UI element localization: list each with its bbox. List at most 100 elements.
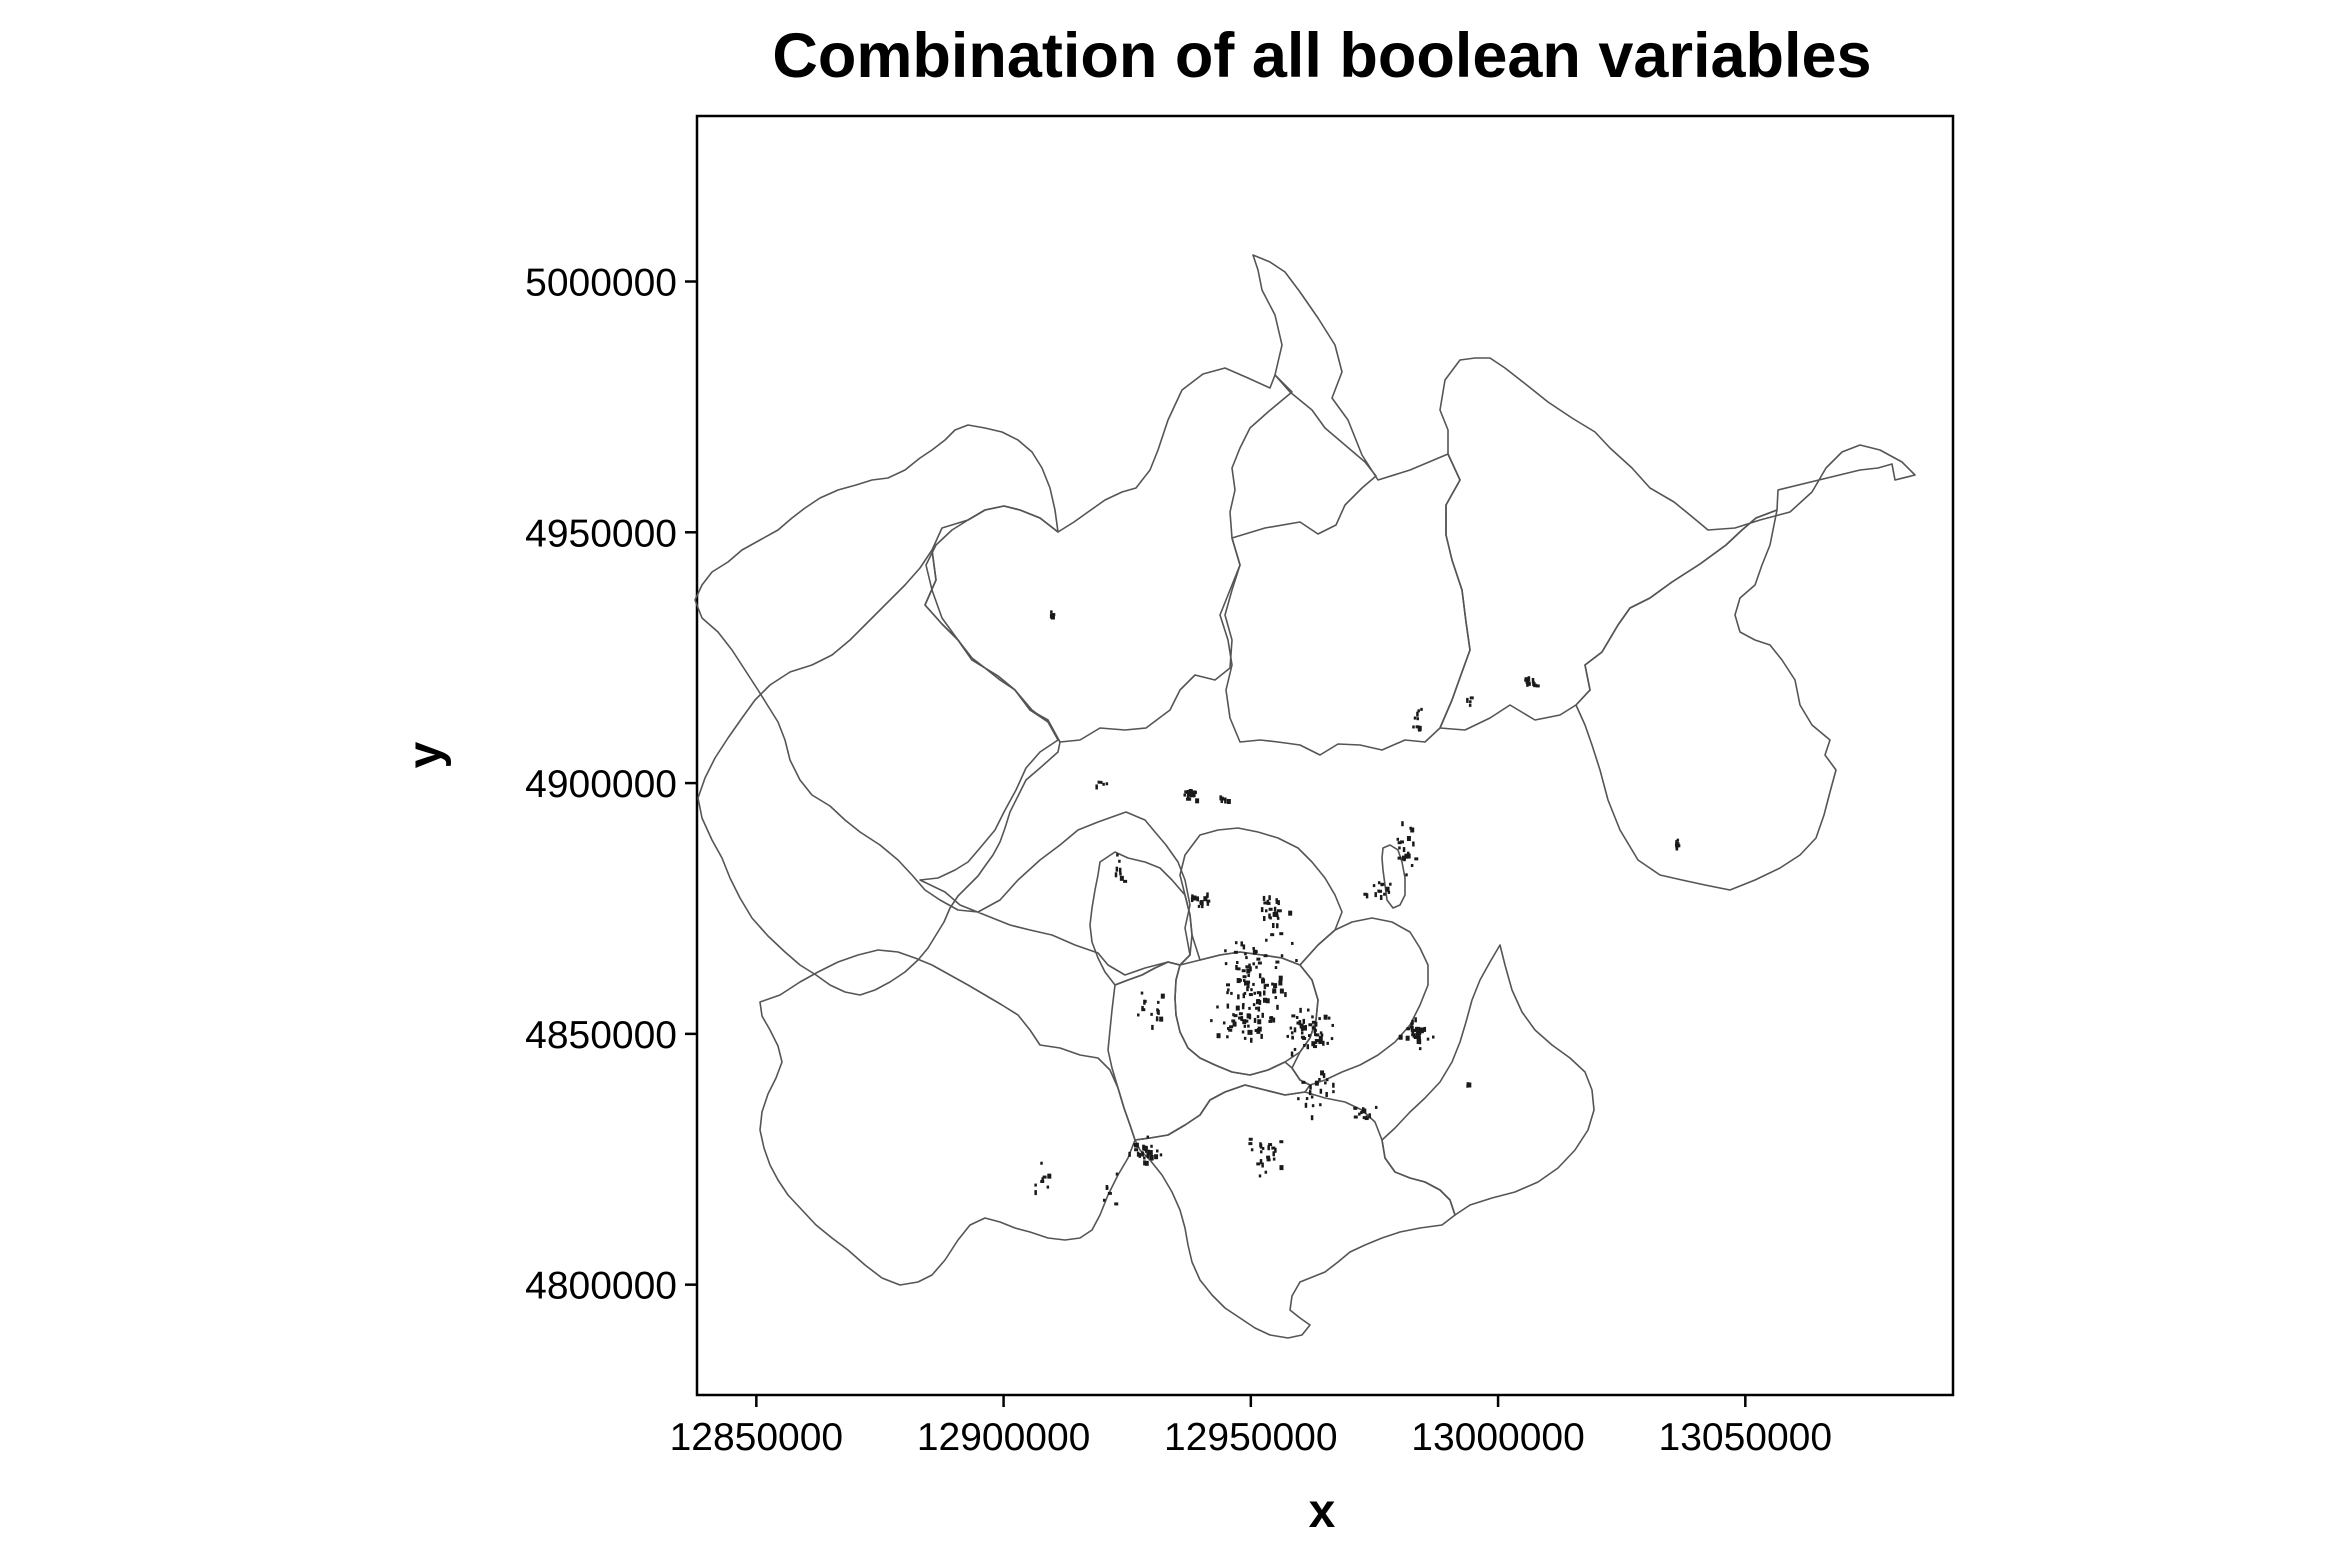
data-point [1143, 1156, 1146, 1160]
data-point [1289, 1026, 1293, 1030]
data-point [1320, 1070, 1325, 1076]
data-point [1314, 1080, 1319, 1086]
data-point [1155, 1016, 1159, 1022]
data-point [1397, 856, 1402, 860]
district-south-west [759, 949, 1136, 1286]
data-point [1531, 677, 1535, 683]
data-point [1358, 1112, 1361, 1116]
data-point [1416, 711, 1419, 717]
data-point [1410, 864, 1414, 868]
data-point [1389, 882, 1392, 886]
data-point [1414, 857, 1419, 861]
data-point [1276, 909, 1280, 913]
y-axis-title: y [399, 741, 452, 768]
data-point [1102, 782, 1105, 786]
data-point [1272, 911, 1277, 917]
data-point [1374, 892, 1377, 898]
data-point [1119, 875, 1124, 881]
data-point [1265, 909, 1268, 913]
data-point [1226, 799, 1231, 805]
data-point [1248, 993, 1253, 997]
data-point [1423, 1026, 1427, 1032]
data-point [1248, 1137, 1253, 1141]
data-point [1252, 962, 1255, 966]
data-point [1274, 996, 1278, 1000]
data-point [1468, 703, 1472, 707]
data-point [1250, 988, 1253, 992]
data-point [1330, 1037, 1334, 1041]
data-point [1266, 901, 1271, 905]
data-point [1313, 1045, 1318, 1049]
data-point [1353, 1106, 1358, 1110]
x-tick-label: 13000000 [1411, 1416, 1585, 1459]
data-point [1143, 999, 1146, 1005]
data-point [1290, 1051, 1294, 1057]
data-point [1272, 990, 1275, 994]
data-point [1105, 782, 1109, 786]
data-point [1426, 1037, 1430, 1041]
data-point [1258, 1174, 1262, 1178]
data-point [1133, 1142, 1138, 1146]
data-point [1259, 1143, 1263, 1149]
data-point [1300, 1031, 1304, 1035]
data-point [1374, 1105, 1378, 1109]
data-point [1361, 1110, 1366, 1114]
data-point [1314, 1028, 1317, 1032]
data-point [1318, 1077, 1321, 1081]
data-point [1095, 784, 1098, 790]
data-point [1263, 990, 1266, 996]
data-point [1252, 946, 1255, 950]
data-point [1363, 892, 1368, 896]
data-point [1291, 941, 1294, 945]
data-point [1469, 696, 1474, 700]
data-point [1372, 884, 1376, 888]
data-point [1243, 1024, 1247, 1028]
data-point [1318, 1039, 1323, 1045]
data-point [1272, 1157, 1276, 1161]
data-point [1378, 889, 1383, 893]
data-point [1248, 1142, 1253, 1146]
data-point [1141, 1005, 1144, 1009]
data-point [1307, 1008, 1310, 1012]
data-point [1243, 1036, 1247, 1040]
data-point [1406, 1027, 1411, 1031]
data-point [1261, 978, 1266, 984]
data-point [1238, 1012, 1243, 1016]
data-point [1322, 1073, 1326, 1079]
data-point [1268, 907, 1273, 911]
data-point [1219, 795, 1222, 801]
data-point [1259, 1159, 1263, 1165]
data-point [1140, 991, 1144, 995]
data-point [1190, 897, 1194, 903]
data-point [1675, 840, 1678, 844]
data-point [1224, 949, 1227, 953]
x-tick-label: 12850000 [670, 1416, 844, 1459]
data-point [1466, 1082, 1470, 1086]
data-point [1273, 906, 1277, 912]
data-point [1034, 1190, 1037, 1196]
data-point [1412, 725, 1415, 729]
data-point [1527, 676, 1531, 682]
data-point [1415, 725, 1420, 729]
data-point [1406, 836, 1411, 842]
data-point [1197, 904, 1201, 908]
data-point [1210, 1019, 1213, 1023]
data-point [1119, 872, 1122, 876]
data-point [1154, 1154, 1159, 1160]
data-point [1257, 1006, 1261, 1012]
data-point [1325, 1078, 1329, 1082]
data-point [1291, 1014, 1296, 1018]
data-point [1256, 1015, 1260, 1019]
y-tick-label: 4900000 [525, 763, 677, 806]
data-point [1257, 961, 1262, 965]
data-point [1268, 895, 1271, 901]
data-point [1319, 1088, 1323, 1094]
data-point [1206, 899, 1211, 903]
data-point [1232, 1021, 1237, 1027]
data-point [1319, 1031, 1323, 1035]
data-point [1279, 1165, 1284, 1171]
data-point [1675, 846, 1679, 850]
data-point [1224, 798, 1227, 804]
data-point [1146, 1152, 1149, 1158]
data-point [1260, 907, 1264, 913]
